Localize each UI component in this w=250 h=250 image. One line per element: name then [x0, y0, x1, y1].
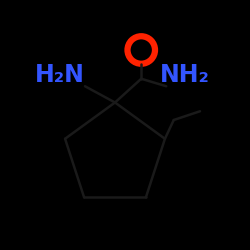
Text: NH₂: NH₂	[160, 63, 210, 87]
Text: H₂N: H₂N	[35, 63, 85, 87]
